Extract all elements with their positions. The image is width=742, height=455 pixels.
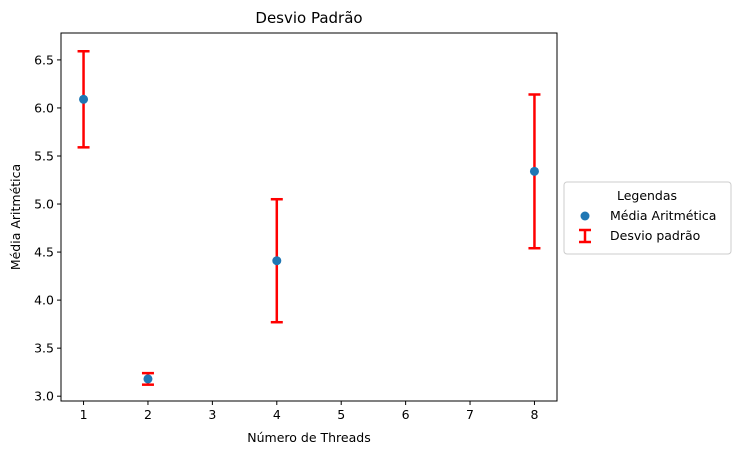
legend: Legendas Média Aritmética Desvio padrão [563,181,732,255]
y-tick-label: 5.5 [34,148,54,163]
legend-errorbar-swatch [579,228,591,244]
y-tick-label: 6.5 [34,52,54,67]
data-point [272,256,282,266]
y-axis-ticks: 3.0 3.5 4.0 4.5 5.0 5.5 6.0 6.5 [34,52,61,404]
y-tick-label: 3.0 [34,389,54,404]
y-tick-label: 6.0 [34,100,54,115]
x-tick-label: 2 [144,407,152,422]
x-axis-label: Número de Threads [247,430,370,445]
legend-entry-mean: Média Aritmética [610,208,716,223]
x-tick-label: 7 [466,407,474,422]
data-marks [77,50,541,386]
legend-entry-stddev: Desvio padrão [610,228,700,243]
x-tick-label: 5 [337,407,345,422]
y-tick-label: 3.5 [34,341,54,356]
data-point [529,166,539,176]
y-axis-label: Média Aritmética [8,164,23,270]
plot-area [60,32,558,402]
legend-frame [563,181,732,255]
x-axis-ticks: 1 2 3 4 5 6 7 8 [80,401,538,422]
legend-title: Legendas [617,188,677,203]
y-tick-label: 4.0 [34,293,54,308]
data-point [79,94,89,104]
x-tick-label: 3 [208,407,216,422]
data-point [143,374,153,384]
legend-marker-swatch [580,211,590,221]
y-tick-label: 5.0 [34,197,54,212]
x-tick-label: 6 [402,407,410,422]
chart-title: Desvio Padrão [255,9,362,27]
x-tick-label: 4 [273,407,281,422]
x-tick-label: 1 [80,407,88,422]
x-tick-label: 8 [530,407,538,422]
y-tick-label: 4.5 [34,245,54,260]
